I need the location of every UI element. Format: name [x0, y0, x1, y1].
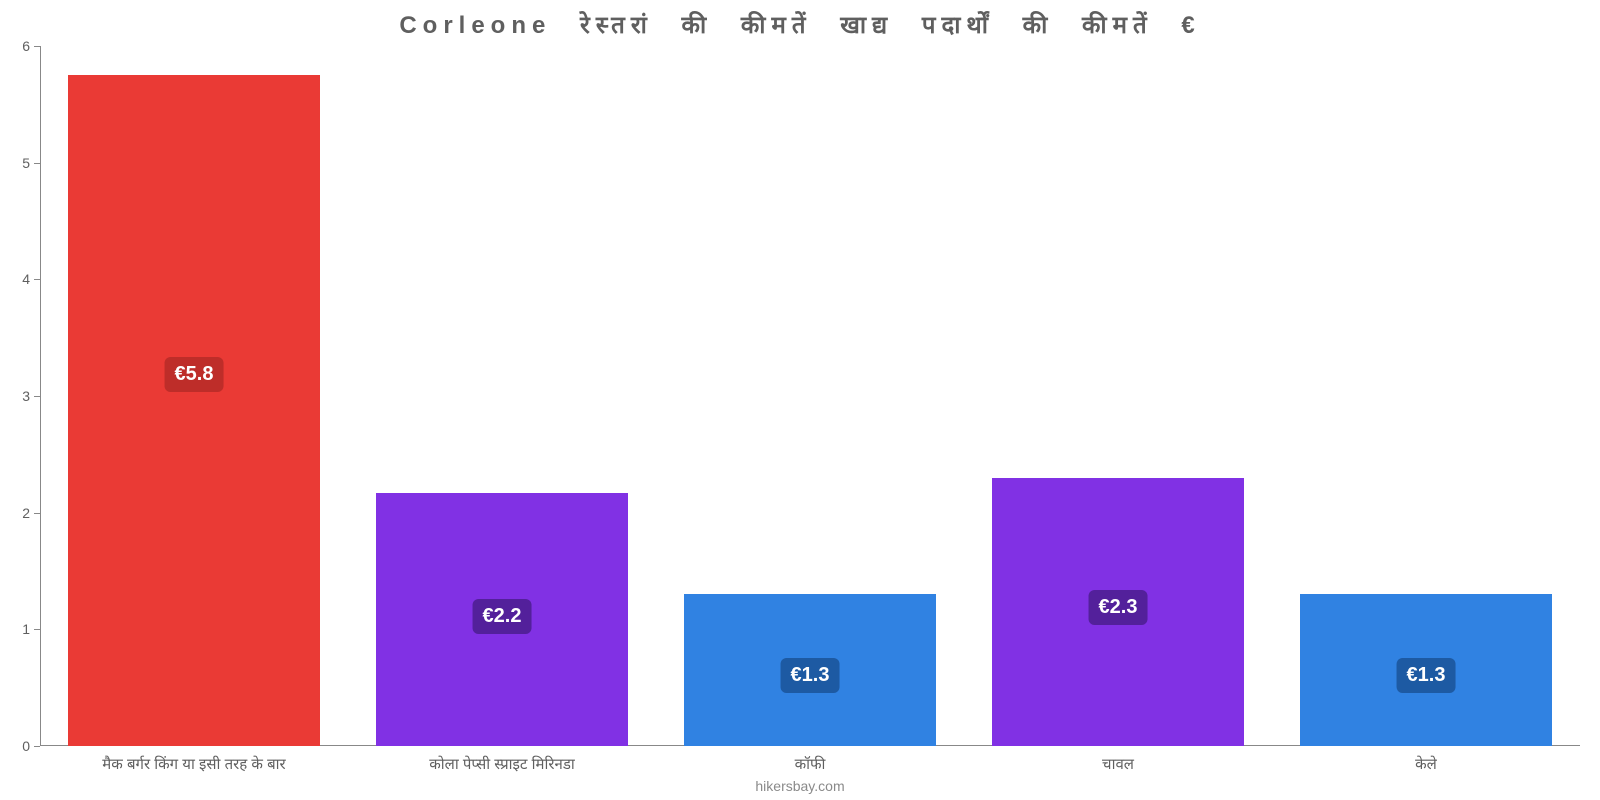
category-label: केले	[1415, 754, 1437, 774]
y-tick-label: 1	[22, 621, 40, 637]
bar: €2.3	[992, 478, 1245, 746]
y-tick-label: 2	[22, 505, 40, 521]
category-label: कॉफी	[795, 754, 826, 774]
plot-area: €5.8€2.2€1.3€2.3€1.3 0123456मैक बर्गर कि…	[40, 46, 1580, 746]
bar-value-label: €1.3	[1397, 658, 1456, 693]
bar: €1.3	[1300, 594, 1553, 746]
attribution-text: hikersbay.com	[755, 778, 844, 794]
bar-value-label: €2.2	[473, 599, 532, 634]
bar-value-label: €1.3	[781, 658, 840, 693]
price-bar-chart: Corleone रेस्तरां की कीमतें खाद्य पदार्थ…	[0, 0, 1600, 800]
bar: €5.8	[68, 75, 321, 746]
y-tick-label: 6	[22, 38, 40, 54]
chart-title: Corleone रेस्तरां की कीमतें खाद्य पदार्थ…	[399, 8, 1200, 41]
category-label: कोला पेप्सी स्प्राइट मिरिनडा	[429, 754, 575, 774]
category-label: मैक बर्गर किंग या इसी तरह के बार	[102, 754, 285, 774]
bar-value-label: €2.3	[1089, 590, 1148, 625]
y-tick-label: 0	[22, 738, 40, 754]
bars-container: €5.8 €2.2 €1.3 €2.3 €1.3	[40, 46, 1580, 746]
bar-value-label: €5.8	[165, 357, 224, 392]
y-tick-label: 5	[22, 155, 40, 171]
bar: €1.3	[684, 594, 937, 746]
category-label: चावल	[1102, 754, 1134, 774]
y-tick-label: 3	[22, 388, 40, 404]
y-tick-label: 4	[22, 271, 40, 287]
bar: €2.2	[376, 493, 629, 746]
